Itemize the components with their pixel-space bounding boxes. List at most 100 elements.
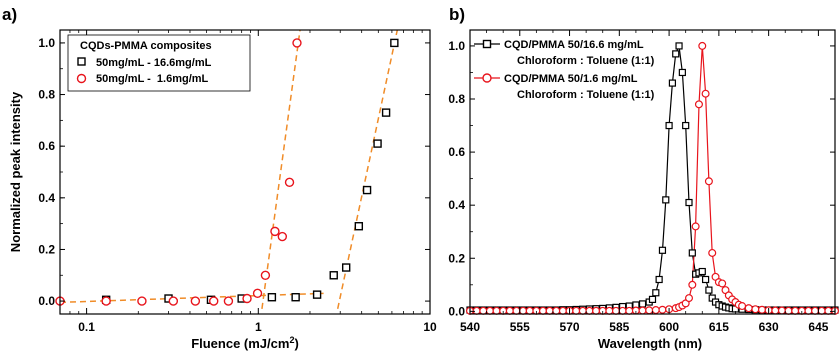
point-a-s0-13 — [390, 38, 399, 48]
point-b-s1-56 — [771, 306, 780, 315]
point-b-s1-58 — [784, 306, 793, 315]
point-a-s1-3 — [168, 296, 179, 306]
point-b-s1-7 — [512, 306, 521, 315]
point-a-s0-5 — [291, 293, 300, 302]
point-a-s1-8 — [252, 288, 263, 299]
point-b-s0-45 — [705, 286, 713, 294]
point-b-s1-13 — [552, 306, 561, 315]
x-tick-label-b-5: 615 — [709, 320, 729, 334]
point-b-s1-29 — [658, 305, 667, 314]
x-tick-label-b-7: 645 — [808, 320, 828, 334]
x-tick-label-b-3: 585 — [609, 320, 629, 334]
point-b-s0-36 — [675, 42, 683, 50]
y-tick-label-b-2: 0.4 — [448, 198, 465, 212]
point-b-s1-3 — [485, 306, 494, 315]
x-axis-label-a-sup: 2 — [289, 335, 294, 345]
point-b-s1-63 — [817, 306, 826, 315]
y-axis-label-a: Normalized peak intensity — [8, 91, 23, 252]
series-lines-b — [470, 43, 835, 312]
point-b-s0-37 — [678, 68, 686, 77]
point-b-s1-19 — [592, 306, 601, 315]
y-tick-label-a-1: 0.2 — [38, 242, 55, 256]
y-tick-label-a-0: 0.0 — [38, 294, 55, 308]
point-b-s1-27 — [645, 306, 654, 315]
legend-entry-b-2-line1: CQD/PMMA 50/1.6 mg/mL — [504, 73, 638, 85]
point-b-s1-40 — [701, 89, 710, 98]
y-tick-label-a-5: 1.0 — [38, 36, 55, 50]
point-b-s1-42 — [708, 248, 717, 257]
point-b-s1-14 — [558, 306, 567, 315]
fit-line-a-1 — [261, 29, 301, 309]
point-a-s0-11 — [373, 139, 382, 148]
point-b-s1-28 — [651, 306, 660, 315]
point-b-s1-41 — [704, 177, 713, 186]
point-b-s1-64 — [824, 306, 833, 315]
point-b-s1-18 — [585, 306, 594, 315]
point-a-s1-5 — [209, 296, 219, 306]
point-a-s1-9 — [260, 270, 271, 280]
x-tick-label-b-6: 630 — [759, 320, 779, 334]
point-b-s1-9 — [525, 306, 534, 315]
x-tick-label-a-1: 1 — [255, 320, 262, 334]
point-b-s0-28 — [648, 295, 657, 304]
point-b-s0-30 — [655, 275, 663, 284]
x-tick-label-b-2: 570 — [560, 320, 580, 334]
point-a-s0-4 — [267, 293, 277, 302]
point-b-s1-57 — [777, 306, 786, 315]
point-b-s1-61 — [804, 306, 813, 315]
point-b-s0-40 — [688, 249, 696, 257]
legend-box-a — [67, 34, 251, 92]
point-b-s0-39 — [685, 198, 693, 207]
x-axis-label-a-end: ) — [294, 336, 298, 351]
point-b-s1-21 — [605, 306, 614, 315]
point-b-s1-62 — [811, 306, 820, 315]
x-axis-label-b: Wavelength (nm) — [598, 336, 702, 351]
point-b-s1-35 — [684, 294, 693, 303]
point-b-s0-35 — [672, 50, 680, 58]
point-b-s0-31 — [658, 246, 667, 254]
y-tick-label-a-3: 0.6 — [38, 139, 55, 153]
point-a-s1-2 — [137, 296, 147, 306]
point-b-s1-4 — [492, 306, 501, 315]
point-b-s0-44 — [701, 275, 710, 284]
y-tick-label-a-2: 0.4 — [38, 191, 55, 205]
y-tick-label-b-4: 0.8 — [448, 92, 465, 106]
legend-entry-b-1-line1: CQD/PMMA 50/16.6 mg/mL — [504, 39, 644, 51]
x-tick-label-a-0: 0.1 — [78, 320, 95, 334]
y-tick-label-b-0: 0.0 — [448, 304, 465, 318]
point-b-s1-17 — [578, 306, 587, 315]
legend-marker-circle-b — [482, 73, 492, 83]
point-b-s0-29 — [652, 289, 660, 297]
point-b-s1-8 — [519, 306, 528, 315]
point-a-s0-7 — [329, 271, 338, 280]
point-b-s1-51 — [738, 302, 747, 311]
x-tick-label-b-0: 540 — [460, 320, 480, 334]
point-b-s1-53 — [751, 305, 760, 314]
series-line-b-1 — [470, 45, 835, 312]
point-b-s1-1 — [472, 306, 481, 315]
point-a-s0-10 — [362, 185, 372, 195]
x-axis-label-a-main: Fluence (mJ/cm — [191, 336, 289, 351]
legend-entry-a-1: 50mg/mL - 16.6mg/mL — [96, 57, 212, 69]
point-b-s1-52 — [744, 304, 753, 313]
legend-marker-square-b — [482, 39, 492, 49]
point-a-s1-7 — [242, 293, 252, 304]
legend-marker-circle-a — [76, 73, 87, 84]
point-b-s0-26 — [638, 300, 647, 308]
point-b-s1-24 — [625, 306, 634, 315]
y-tick-label-b-5: 1.0 — [448, 39, 465, 53]
point-b-s1-45 — [718, 279, 727, 288]
point-b-s1-2 — [479, 306, 488, 315]
point-b-s1-22 — [611, 306, 620, 315]
legend-entry-b-2-line2: Chloroform : Toluene (1:1) — [517, 89, 655, 101]
point-b-s0-43 — [698, 267, 706, 276]
point-a-s0-12 — [381, 108, 391, 117]
point-b-s0-33 — [665, 121, 673, 130]
point-b-s1-54 — [757, 305, 766, 314]
point-b-s1-36 — [688, 280, 697, 289]
x-tick-label-b-1: 555 — [510, 320, 530, 334]
point-a-s1-6 — [223, 296, 234, 306]
point-b-s1-16 — [572, 306, 581, 315]
legend-title-a: CQDs-PMMA composites — [80, 40, 212, 52]
